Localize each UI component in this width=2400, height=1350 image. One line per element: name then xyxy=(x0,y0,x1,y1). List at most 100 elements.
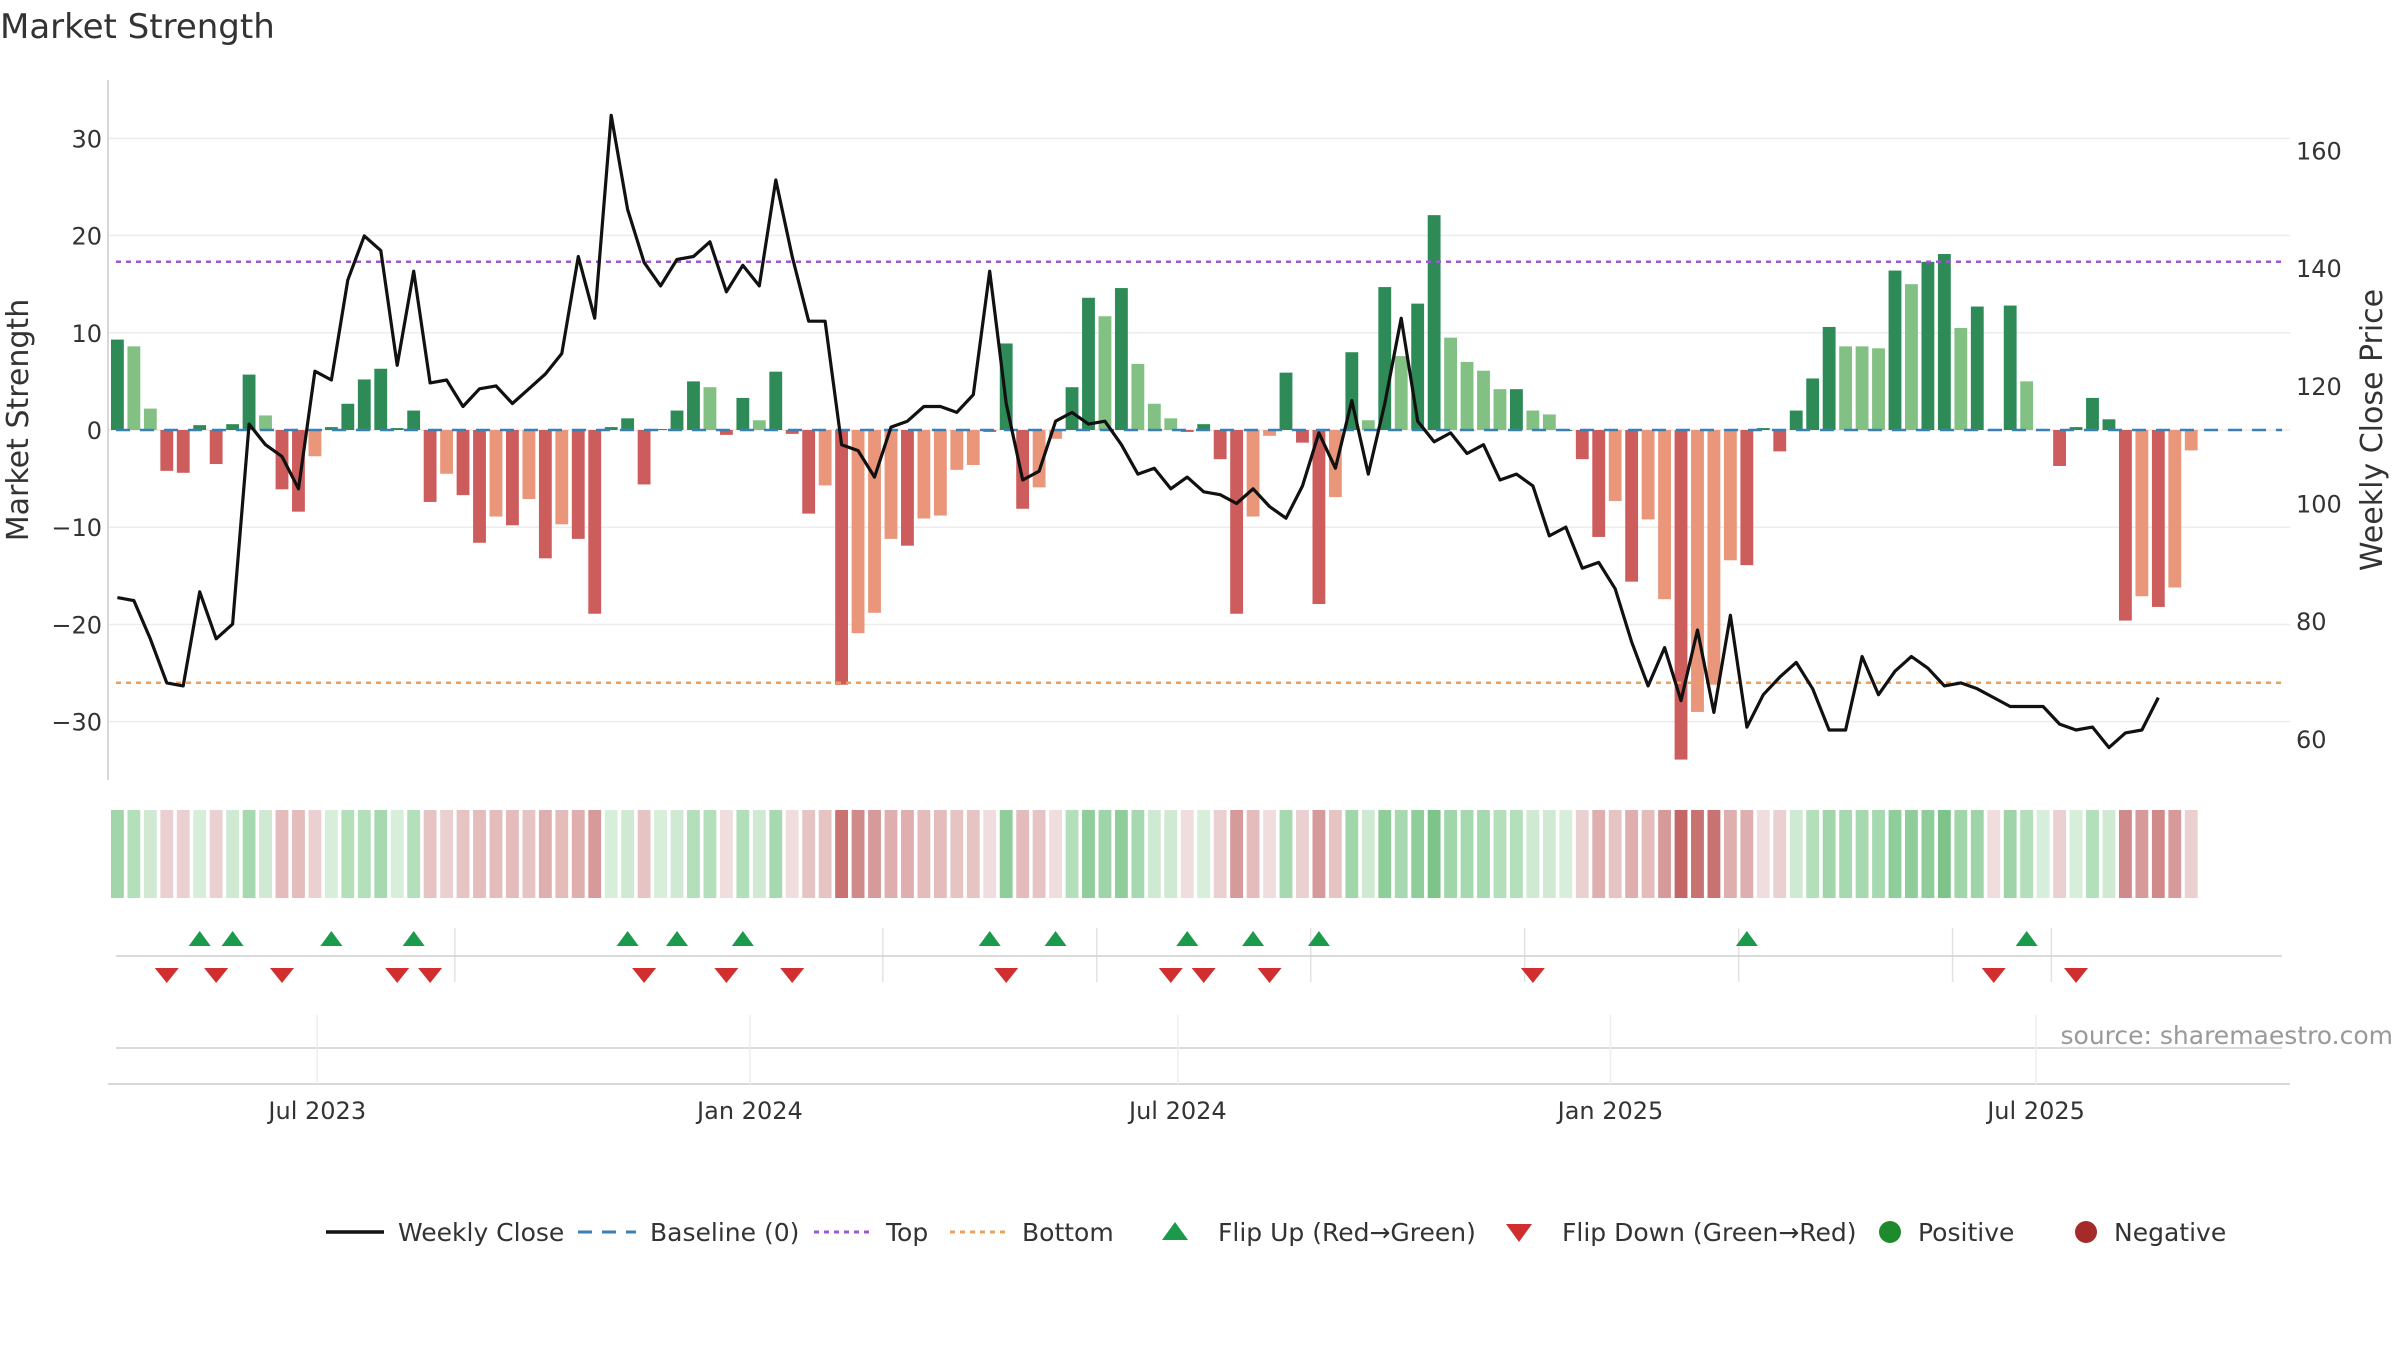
strength-bar xyxy=(1361,420,1375,430)
strength-bar xyxy=(1756,428,1770,430)
strength-bar xyxy=(1460,361,1474,430)
strength-bar xyxy=(176,430,190,473)
flip-up-marker xyxy=(1176,931,1199,946)
y-tick-label: 20 xyxy=(71,223,102,251)
legend-label: Top xyxy=(885,1218,928,1247)
heat-cell xyxy=(1493,810,1507,898)
x-tick-label: Jul 2024 xyxy=(1127,1097,1227,1125)
heat-cell xyxy=(1197,810,1211,898)
flip-down-marker xyxy=(418,968,443,983)
strength-bar xyxy=(193,425,207,430)
heat-cell xyxy=(423,810,437,898)
strength-bar xyxy=(1937,254,1951,430)
heat-cell xyxy=(357,810,371,898)
heat-cell xyxy=(110,810,124,898)
heat-cell xyxy=(703,810,717,898)
strength-bar xyxy=(522,430,536,500)
strength-bar xyxy=(835,430,849,685)
heat-cell xyxy=(193,810,207,898)
heat-cell xyxy=(637,810,651,898)
flip-markers xyxy=(116,928,2282,983)
flip-up-marker xyxy=(320,931,343,946)
strength-bar xyxy=(1592,430,1606,537)
strength-bar xyxy=(2118,430,2132,621)
strength-bar xyxy=(1114,288,1128,430)
heat-cell xyxy=(769,810,783,898)
y-axis-label: Market Strength xyxy=(1,299,36,541)
heat-cell xyxy=(275,810,289,898)
strength-bar xyxy=(736,397,750,430)
strength-bar xyxy=(802,430,816,514)
strength-bar xyxy=(2184,430,2198,451)
strength-bar xyxy=(2069,427,2083,430)
y-tick-label: −10 xyxy=(51,514,102,542)
flip-up-marker xyxy=(1242,931,1265,946)
strength-bar xyxy=(1740,430,1754,566)
strength-bar xyxy=(1197,424,1211,430)
heat-cell xyxy=(1674,810,1688,898)
y2-tick-label: 140 xyxy=(2296,255,2342,283)
legend-item-bottom: Bottom xyxy=(950,1218,1114,1247)
heat-cell xyxy=(1411,810,1425,898)
strength-bar xyxy=(1773,430,1787,452)
strength-bar xyxy=(769,371,783,430)
strength-bar xyxy=(884,430,898,539)
flip-down-marker xyxy=(780,968,805,983)
strength-bar xyxy=(209,430,223,465)
heat-cell xyxy=(1888,810,1902,898)
strength-bar xyxy=(2020,381,2034,430)
heat-cell xyxy=(999,810,1013,898)
strength-bar xyxy=(588,430,602,614)
strength-bar xyxy=(1230,430,1244,614)
legend-item-top: Top xyxy=(814,1218,928,1247)
heat-cell xyxy=(950,810,964,898)
y-tick-label: 30 xyxy=(71,125,102,153)
strength-bar xyxy=(654,429,667,431)
flip-down-marker xyxy=(994,968,1019,983)
legend-label: Negative xyxy=(2114,1218,2226,1247)
strength-bar xyxy=(1789,410,1803,430)
heat-cell xyxy=(621,810,635,898)
flip-down-marker xyxy=(204,968,229,983)
strength-bar xyxy=(440,430,454,474)
strength-bar xyxy=(489,430,503,517)
heat-cell xyxy=(1822,810,1836,898)
heat-cell xyxy=(2086,810,2099,898)
flip-down-marker xyxy=(632,968,657,983)
strength-bar xyxy=(1625,430,1639,582)
heat-cell xyxy=(1147,810,1161,898)
flip-down-marker xyxy=(154,968,179,983)
strength-bar xyxy=(1806,378,1820,430)
heat-cell xyxy=(242,810,256,898)
heat-cell xyxy=(687,810,700,898)
heat-cell xyxy=(1444,810,1458,898)
strength-bar xyxy=(292,430,305,512)
strength-bar xyxy=(719,430,733,435)
legend-label: Positive xyxy=(1918,1218,2014,1247)
strength-bar xyxy=(1707,430,1721,685)
strength-bar xyxy=(1180,430,1194,432)
heat-cell xyxy=(1806,810,1820,898)
heat-cell xyxy=(1987,810,2001,898)
strength-bar xyxy=(456,430,470,496)
heat-cell xyxy=(1559,810,1573,898)
legend-symbol xyxy=(1506,1224,1532,1242)
heat-cell xyxy=(2036,810,2050,898)
strength-bar xyxy=(1526,410,1540,430)
strength-bar xyxy=(687,381,700,430)
heat-cell xyxy=(802,810,816,898)
heat-cell xyxy=(2184,810,2198,898)
strength-bar xyxy=(604,427,618,430)
heat-cell xyxy=(1937,810,1951,898)
strength-bar xyxy=(324,427,338,430)
strength-bar xyxy=(1970,306,1984,430)
heat-cell xyxy=(1839,810,1853,898)
heat-cell xyxy=(1658,810,1671,898)
heat-cell xyxy=(1723,810,1737,898)
heat-cell xyxy=(1312,810,1326,898)
heat-cell xyxy=(933,810,947,898)
strength-bar xyxy=(143,408,157,430)
heat-cell xyxy=(555,810,569,898)
heat-cell xyxy=(209,810,223,898)
